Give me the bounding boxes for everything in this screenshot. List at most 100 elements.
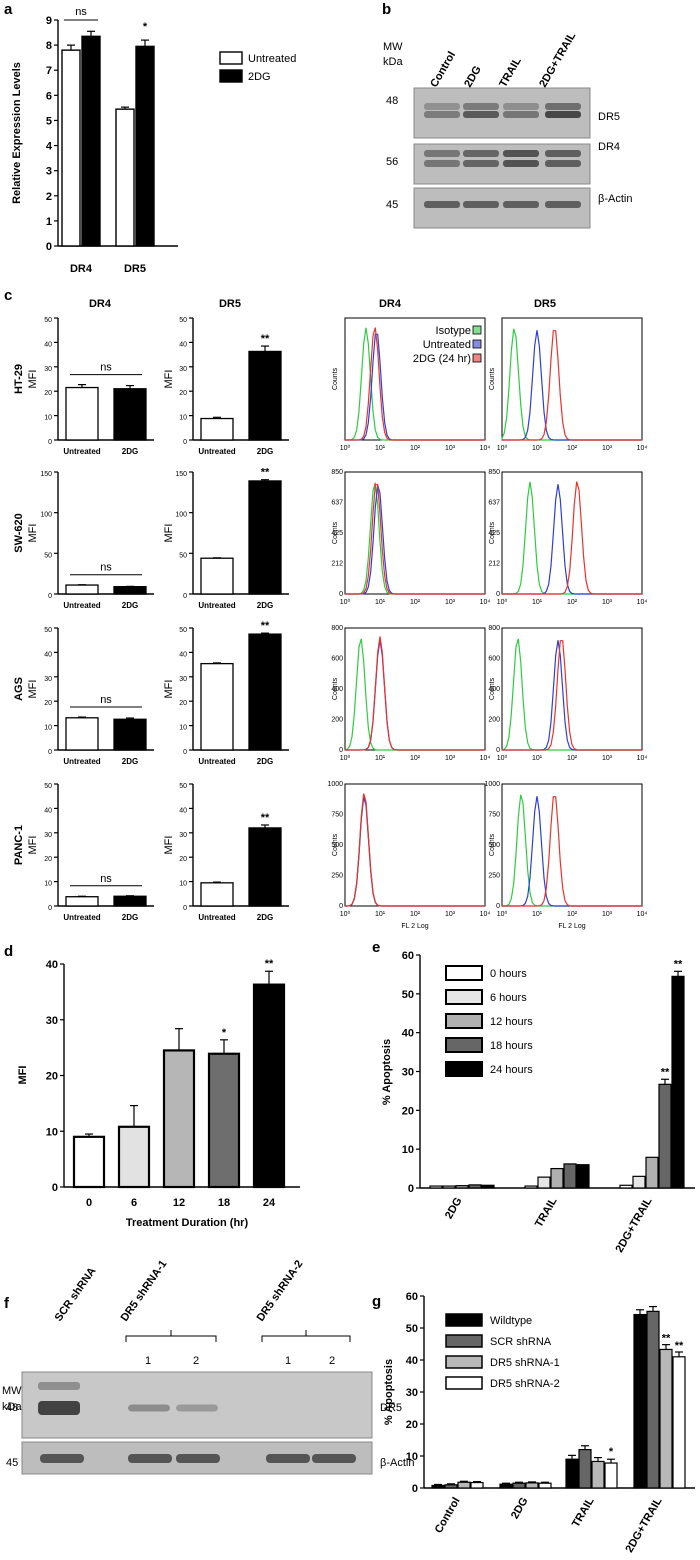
chart-c-x-tick-label: 2DG [122,447,138,456]
chart-e-y-tick-label: 0 [408,1183,414,1195]
chart-c-hist-x-tick-label: 10³ [445,599,456,606]
chart-e-legend-swatch [445,989,483,1005]
chart-a-bar [81,35,101,247]
blot-b-band-label: DR4 [598,141,620,153]
chart-c-legend-label: Isotype [436,325,471,337]
chart-e-bar [524,1185,538,1189]
chart-a-y-tick-label: 5 [46,115,52,127]
chart-c-bar [248,827,282,907]
chart-d-sig-label: * [222,1027,227,1039]
chart-e-legend-swatch [445,1013,483,1029]
chart-c-dr4-y-tick-label: 50 [44,552,52,559]
chart-g-x-tick-label: 2DG+TRAIL [623,1495,664,1554]
chart-c-col-title: DR4 [89,298,112,310]
chart-c-hist-x-tick-label: 10⁴ [637,911,648,918]
chart-c-dr5-y-tick-label: 0 [183,749,187,756]
chart-c-hist-y-tick-label: 600 [331,656,343,663]
chart-c-hist-x-tick-label: 10³ [602,755,613,762]
chart-d-x-tick-label: 24 [263,1197,276,1209]
chart-c-hist-x-tick-label: 10⁴ [480,755,491,762]
panel-letter-f: f [4,1295,10,1312]
chart-c-hist-y-tick-label: 1000 [327,781,343,788]
blot-b-lane-label: 2DG+TRAIL [537,30,578,89]
chart-c-hist-x-tick-label: 10² [410,599,421,606]
chart-g-y-tick-label: 0 [412,1483,418,1495]
chart-c-mfi-label: MFI [27,524,39,543]
chart-c-dr5-y-tick-label: 50 [179,627,187,634]
chart-e-y-tick-label: 60 [402,950,414,962]
chart-d-xlabel: Treatment Duration (hr) [126,1217,249,1229]
blot-b-mw-value: 45 [386,199,398,211]
chart-a-y-tick-label: 3 [46,166,52,178]
chart-c-x-tick-label: Untreated [198,447,235,456]
chart-c-dr5-y-tick-label: 50 [179,552,187,559]
chart-c-hist-x-tick-label: 10¹ [375,445,386,452]
blot-b-lane-label: 2DG [462,64,484,90]
chart-a-y-tick-label: 1 [46,216,52,228]
chart-c-hist-y-tick-label: 637 [488,500,500,507]
chart-g-bar [646,1310,660,1489]
blot-b-band [545,150,581,157]
chart-g-bar [578,1448,592,1489]
chart-c-hist-curve [502,796,642,907]
chart-e-bar [658,1083,672,1189]
chart-e-legend-label: 18 hours [490,1040,533,1052]
chart-a-legend-label: Untreated [248,53,296,65]
chart-c-legend-swatch [472,353,482,363]
chart-g-bar [525,1482,539,1489]
blot-f-lane-label: DR5 shRNA-1 [119,1258,170,1323]
chart-g-sig-label: * [609,1446,614,1458]
chart-c-mfi-label: MFI [163,524,175,543]
chart-c-hist-x-tick-label: 10¹ [375,599,386,606]
chart-c-bar [65,717,99,751]
chart-c-hist-y-tick-label: 212 [488,561,500,568]
chart-c-hist-x-tick-label: 10⁰ [497,444,508,452]
chart-c-hist-y-tick-label: 800 [331,625,343,632]
chart-g-legend-label: SCR shRNA [490,1336,552,1348]
blot-b-band [463,150,499,157]
chart-a-y-tick-label: 9 [46,15,52,27]
chart-c-bar [200,882,234,907]
chart-e-legend-label: 12 hours [490,1016,533,1028]
chart-e-y-tick-label: 40 [402,1028,414,1040]
chart-e-legend-label: 6 hours [490,992,527,1004]
chart-c-dr5-y-tick-label: 0 [183,439,187,446]
chart-c-hist-y-tick-label: 200 [331,717,343,724]
chart-c-sig-label: ns [100,694,112,706]
chart-c-dr4-y-tick-label: 40 [44,341,52,348]
chart-d-bar [207,1052,241,1189]
chart-d-sig-label: ** [265,958,274,970]
chart-c-dr4-y-tick-label: 0 [48,749,52,756]
chart-c-hist-y-tick-label: 500 [331,842,343,849]
chart-c-dr5-y-tick-label: 150 [175,471,187,478]
blot-b-band [545,111,581,118]
chart-c-hist-x-tick-label: 10² [410,755,421,762]
chart-c-dr5-y-tick-label: 30 [179,366,187,373]
chart-e-y-tick-label: 30 [402,1067,414,1079]
chart-c-x-tick-label: Untreated [63,601,100,610]
blot-f-band [38,1401,80,1415]
chart-c-mfi-label: MFI [27,680,39,699]
blot-b-mw-value: 48 [386,95,398,107]
chart-e-bar [468,1184,482,1189]
chart-d-bar [117,1125,151,1189]
chart-c-dr4-y-tick-label: 150 [40,471,52,478]
chart-g-y-tick-label: 10 [406,1451,418,1463]
chart-c-bar [200,417,234,441]
chart-c-x-tick-label: Untreated [63,913,100,922]
chart-c-x-tick-label: Untreated [63,447,100,456]
chart-g-y-tick-label: 40 [406,1355,418,1367]
chart-c-hist-ylabel: Counts [489,367,496,390]
chart-e-bar [429,1185,443,1189]
chart-c-dr4-y-tick-label: 50 [44,783,52,790]
chart-c-hist-y-tick-label: 600 [488,656,500,663]
chart-c-x-tick-label: Untreated [63,757,100,766]
chart-c-sig-label: ns [100,362,112,374]
chart-c-dr4-y-tick-label: 20 [44,856,52,863]
chart-c-dr5-y-tick-label: 30 [179,832,187,839]
chart-e-legend-swatch [445,1037,483,1053]
chart-c-hist-ylabel: Counts [332,521,339,544]
blot-b-band [545,160,581,167]
blot-f-mw-label: MW [2,1385,22,1397]
chart-a-bar [135,45,155,247]
